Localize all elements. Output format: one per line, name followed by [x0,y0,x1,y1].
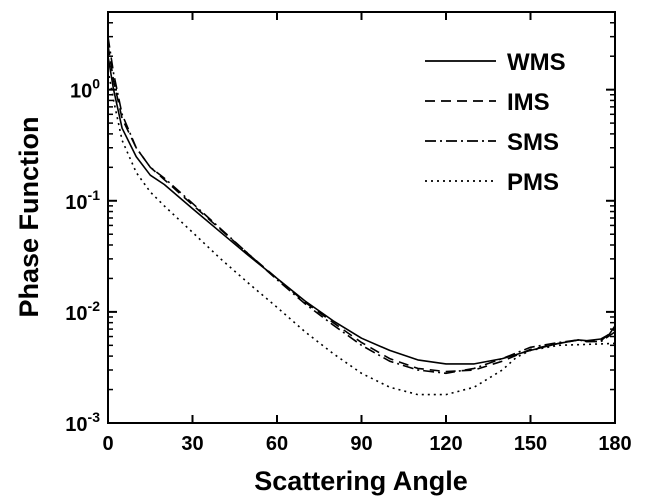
y-tick-label: 100 [70,76,100,103]
legend-label-sms: SMS [507,129,559,156]
legend-label-wms: WMS [507,49,566,76]
y-tick-label: 10-3 [65,409,100,436]
x-tick-label: 180 [598,433,631,455]
series-line-sms [108,36,615,375]
x-axis-title: Scattering Angle [254,466,468,496]
y-tick-label: 10-1 [65,187,100,214]
x-tick-label: 60 [266,433,288,455]
y-tick-label: 10-2 [65,298,100,325]
series-layer [108,36,615,396]
legend-label-ims: IMS [507,89,550,116]
x-tick-label: 30 [181,433,203,455]
x-tick-label: 150 [514,433,547,455]
x-tick-label: 90 [350,433,372,455]
ticks-layer: 0 30 60 90 120 150 180 100 10-1 10-2 10-3 [65,11,632,455]
x-tick-label: 0 [102,433,113,455]
series-line-ims [108,45,615,373]
legend-label-pms: PMS [507,169,559,196]
y-axis-title: Phase Function [14,116,44,317]
x-tick-label: 120 [429,433,462,455]
legend: WMS IMS SMS PMS [425,49,566,196]
